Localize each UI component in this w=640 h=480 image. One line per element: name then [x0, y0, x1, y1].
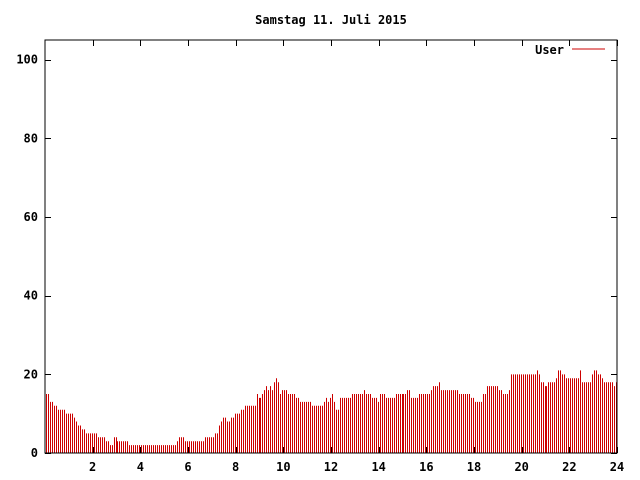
y-tick-label: 100 [16, 53, 38, 67]
x-tick-label: 22 [562, 460, 576, 474]
bar-series-user [46, 370, 617, 453]
y-tick-label: 20 [24, 367, 38, 381]
x-tick-label: 18 [467, 460, 481, 474]
x-tick-label: 16 [419, 460, 433, 474]
x-tick-label: 24 [610, 460, 624, 474]
y-tick-label: 80 [24, 131, 38, 145]
y-tick-label: 40 [24, 289, 38, 303]
x-tick-label: 6 [184, 460, 191, 474]
y-tick-label: 60 [24, 210, 38, 224]
x-tick-label: 14 [371, 460, 385, 474]
x-tick-label: 2 [89, 460, 96, 474]
x-tick-label: 12 [324, 460, 338, 474]
chart-title: Samstag 11. Juli 2015 [255, 13, 407, 27]
legend: User [535, 43, 605, 57]
x-tick-label: 20 [514, 460, 528, 474]
x-tick-label: 8 [232, 460, 239, 474]
x-tick-label: 10 [276, 460, 290, 474]
legend-label-user: User [535, 43, 564, 57]
x-tick-label: 4 [137, 460, 144, 474]
y-tick-label: 0 [31, 446, 38, 460]
